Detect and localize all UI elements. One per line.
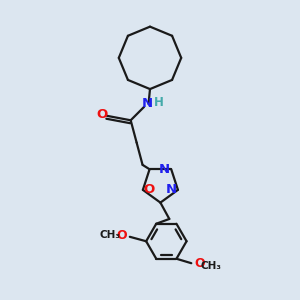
Text: CH₃: CH₃: [200, 261, 221, 271]
Text: CH₃: CH₃: [100, 230, 121, 240]
Text: N: N: [142, 98, 153, 110]
Text: O: O: [116, 229, 127, 242]
Text: O: O: [194, 257, 205, 270]
Text: N: N: [159, 163, 170, 176]
Text: O: O: [144, 183, 155, 196]
Text: H: H: [154, 96, 164, 109]
Text: O: O: [96, 108, 107, 121]
Text: N: N: [166, 183, 177, 196]
